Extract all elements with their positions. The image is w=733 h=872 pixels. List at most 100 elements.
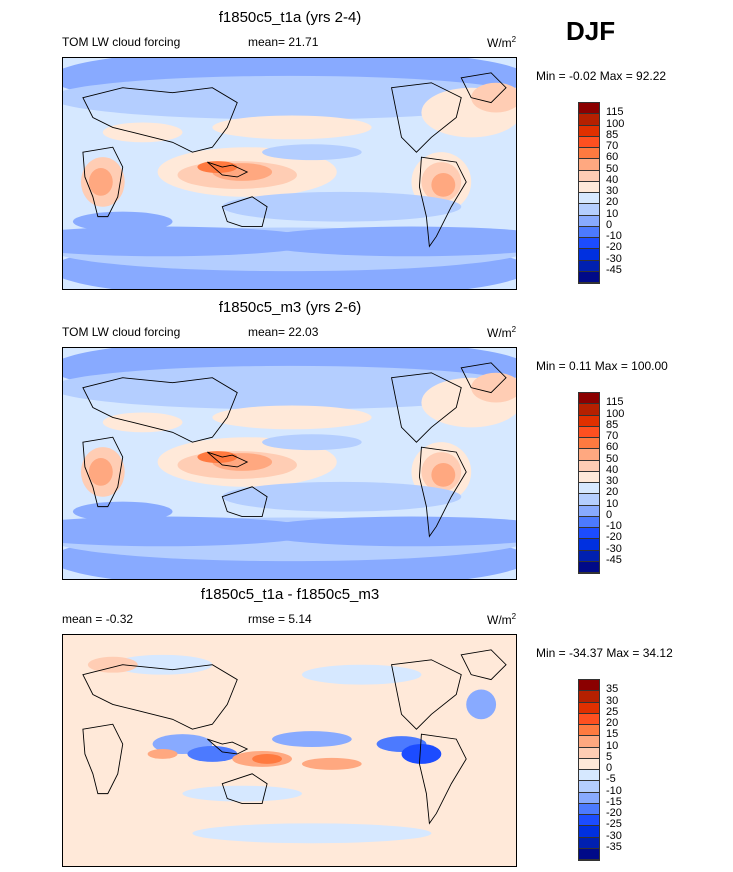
colorbar-tick-label: 30 xyxy=(606,185,619,197)
contour-region xyxy=(63,226,322,257)
panel-units: W/m2 xyxy=(487,325,516,340)
contour-region xyxy=(88,168,113,196)
colorbar-swatch xyxy=(579,404,599,416)
colorbar-tick-label: -45 xyxy=(606,263,622,276)
colorbar-swatch xyxy=(579,561,599,573)
coastline xyxy=(82,146,124,218)
contour-region xyxy=(252,516,516,547)
colorbar-swatch xyxy=(579,415,599,427)
units-text: W/m xyxy=(487,613,512,627)
colorbar-tick-label: 50 xyxy=(606,162,619,175)
map-panel xyxy=(62,57,517,290)
colorbar-swatch xyxy=(579,747,599,759)
contour-region xyxy=(272,731,352,748)
colorbar-tick-label: -10 xyxy=(606,230,622,242)
colorbar-tick-label: -30 xyxy=(606,829,622,842)
contour-region xyxy=(222,481,462,512)
coastline xyxy=(418,156,467,248)
colorbar-tick-label: 50 xyxy=(606,452,619,465)
colorbar-swatch xyxy=(579,125,599,137)
colorbar-swatch xyxy=(579,260,599,272)
colorbar-tick-label: -5 xyxy=(606,773,616,786)
colorbar-tick-label: 30 xyxy=(606,694,619,707)
colorbar-tick-label: 0 xyxy=(606,508,613,521)
colorbar-swatch xyxy=(579,204,599,216)
colorbar-swatch xyxy=(579,691,599,703)
colorbar-swatch xyxy=(579,483,599,495)
colorbar-swatch xyxy=(579,781,599,793)
colorbar-tick-label: 100 xyxy=(606,407,625,420)
colorbar-swatch xyxy=(579,426,599,438)
contour-region xyxy=(147,749,178,759)
panel-title: f1850c5_t1a - f1850c5_m3 xyxy=(200,586,380,603)
coastline xyxy=(82,723,124,795)
colorbar-swatch xyxy=(579,494,599,506)
units-exponent: 2 xyxy=(511,325,517,334)
colorbar-tick-label: -15 xyxy=(606,795,622,808)
colorbar-swatch xyxy=(579,516,599,528)
panel-left-label: mean = -0.32 xyxy=(62,612,134,626)
colorbar-swatch xyxy=(579,837,599,849)
contour-region xyxy=(471,372,516,403)
colorbar-swatch xyxy=(579,271,599,283)
contour-region xyxy=(252,226,516,257)
contour-region xyxy=(212,405,372,430)
colorbar-swatch xyxy=(579,758,599,770)
colorbar-swatch xyxy=(579,438,599,450)
colorbar-tick-label: 20 xyxy=(606,196,619,209)
contour-region xyxy=(192,823,432,844)
contour-region xyxy=(401,744,442,764)
colorbar-swatch xyxy=(579,528,599,540)
coastline xyxy=(221,773,268,804)
panel-stat-label: rmse = 5.14 xyxy=(248,612,312,626)
colorbar-tick-label: 85 xyxy=(606,418,619,431)
contour-region xyxy=(212,115,372,140)
contour-region xyxy=(63,635,516,866)
colorbar-tick-label: -25 xyxy=(606,818,622,831)
contour-region xyxy=(63,516,322,547)
contour-region xyxy=(197,451,238,464)
colorbar-swatch xyxy=(579,505,599,517)
coastline xyxy=(207,161,249,178)
coastline xyxy=(82,436,124,508)
coastline xyxy=(82,87,238,153)
map-panel xyxy=(62,634,517,867)
min-max-label: Min = -34.37 Max = 34.12 xyxy=(536,646,673,660)
colorbar-swatch xyxy=(579,393,599,405)
contour-region xyxy=(112,654,213,675)
panel-units: W/m2 xyxy=(487,612,516,627)
colorbar-tick-label: -20 xyxy=(606,531,622,544)
contour-region xyxy=(431,173,456,197)
colorbar-swatch xyxy=(579,550,599,562)
contour-region xyxy=(182,785,302,802)
colorbar-swatch xyxy=(579,815,599,827)
colorbar-swatch xyxy=(579,680,599,692)
min-max-label: Min = -0.02 Max = 92.22 xyxy=(536,69,667,83)
colorbar-tick-label: -30 xyxy=(606,252,622,265)
colorbar-swatch xyxy=(579,181,599,193)
coastline xyxy=(418,733,467,825)
min-max-label: Min = 0.11 Max = 100.00 xyxy=(536,359,668,373)
colorbar-tick-label: -10 xyxy=(606,784,622,797)
panel-left-label: TOM LW cloud forcing xyxy=(62,35,181,49)
panel-left-label: TOM LW cloud forcing xyxy=(62,325,181,339)
season-label: DJF xyxy=(566,16,616,46)
contour-region xyxy=(102,122,183,143)
colorbar-swatch xyxy=(579,770,599,782)
colorbar-tick-label: 30 xyxy=(606,475,619,487)
colorbar-tick-label: 40 xyxy=(606,463,619,476)
colorbar-tick-label: 20 xyxy=(606,717,619,729)
coastline xyxy=(391,372,462,443)
colorbar-swatch xyxy=(579,249,599,261)
colorbar-swatch xyxy=(579,702,599,714)
units-exponent: 2 xyxy=(511,612,517,621)
coastline xyxy=(391,82,462,153)
colorbar-tick-label: 60 xyxy=(606,441,619,454)
colorbar-swatch xyxy=(579,148,599,160)
coastline xyxy=(221,486,268,517)
colorbar-tick-label: -10 xyxy=(606,520,622,532)
colorbar-swatch xyxy=(579,449,599,461)
colorbar-tick-label: 60 xyxy=(606,151,619,164)
colorbar-swatch xyxy=(579,539,599,551)
colorbar-swatch xyxy=(579,238,599,250)
